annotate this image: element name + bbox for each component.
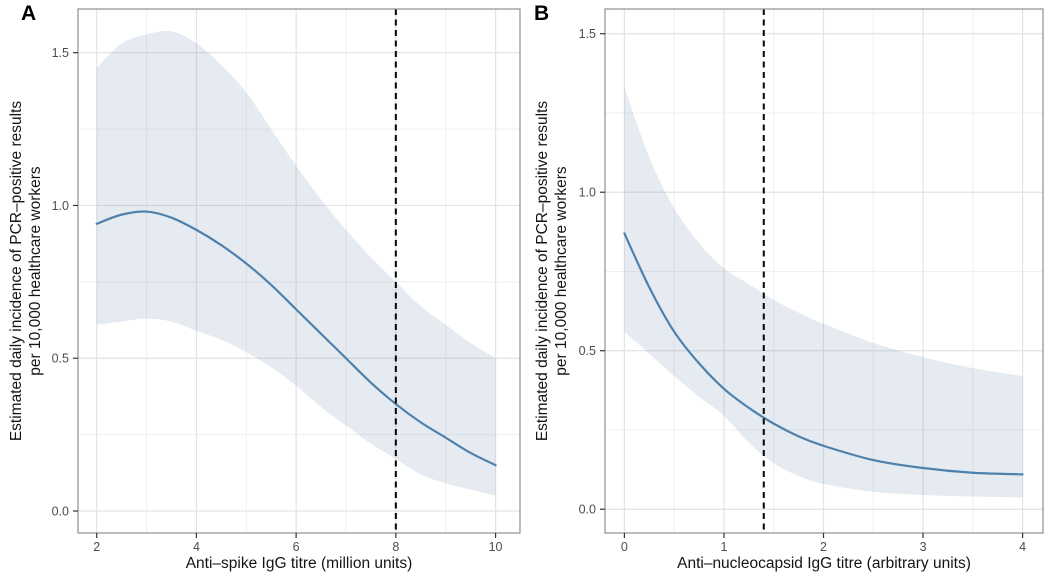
y-tick-label: 1.0 bbox=[52, 199, 69, 213]
x-tick-label: 1 bbox=[720, 540, 727, 554]
y-tick-label: 0.5 bbox=[579, 344, 596, 358]
panel-a-letter: A bbox=[21, 2, 37, 25]
panel-a: 2 4 6 8 10 0.0 0.5 1.0 1.5 A Estimated daily inc… bbox=[7, 2, 521, 572]
x-tick-label: 4 bbox=[193, 540, 200, 554]
panel-a-x-axis-title: Anti–spike IgG titre (million units) bbox=[185, 555, 413, 572]
y-tick-label: 1.5 bbox=[52, 46, 69, 60]
y-axis-title-line1: Estimated daily incidence of PCR–positiv… bbox=[534, 100, 551, 442]
fitted-line bbox=[623, 232, 1024, 476]
y-tick-label: 0.0 bbox=[579, 503, 596, 517]
panel-b-letter: B bbox=[534, 2, 550, 25]
x-tick-label: 4 bbox=[1019, 540, 1026, 554]
x-tick-label: 2 bbox=[93, 540, 100, 554]
y-axis-title-line2: per 10,000 healthcare workers bbox=[27, 166, 44, 376]
x-tick-label: 6 bbox=[293, 540, 300, 554]
panel-a-y-axis-title: Estimated daily incidence of PCR–positiv… bbox=[7, 9, 45, 533]
panel-b-x-axis-title: Anti–nucleocapsid IgG titre (arbitrary u… bbox=[677, 555, 971, 572]
y-tick-label: 0.0 bbox=[52, 505, 69, 519]
y-tick-label: 0.5 bbox=[52, 352, 69, 366]
y-tick-label: 1.0 bbox=[579, 186, 596, 200]
plot-background bbox=[78, 9, 520, 533]
y-tick-label: 1.5 bbox=[579, 27, 596, 41]
x-tick-label: 3 bbox=[920, 540, 927, 554]
panel-a-plot: 2 4 6 8 10 0.0 0.5 1.0 1.5 bbox=[52, 8, 521, 554]
x-tick-label: 8 bbox=[392, 540, 399, 554]
x-tick-label: 10 bbox=[489, 540, 503, 554]
y-axis-title-line1: Estimated daily incidence of PCR–positiv… bbox=[8, 100, 25, 442]
panel-b-plot: 0 1 2 3 4 0.0 0.5 1.0 1.5 bbox=[579, 8, 1044, 554]
x-tick-label: 2 bbox=[820, 540, 827, 554]
fitted-line bbox=[95, 210, 497, 467]
confidence-band bbox=[624, 87, 1023, 498]
x-tick-label: 0 bbox=[621, 540, 628, 554]
panel-b-y-axis-title: Estimated daily incidence of PCR–positiv… bbox=[533, 9, 571, 533]
y-axis-title-line2: per 10,000 healthcare workers bbox=[553, 166, 570, 376]
panel-b: 0 1 2 3 4 0.0 0.5 1.0 1.5 B Estimated daily inci… bbox=[526, 0, 1052, 582]
panel-border bbox=[77, 8, 521, 534]
